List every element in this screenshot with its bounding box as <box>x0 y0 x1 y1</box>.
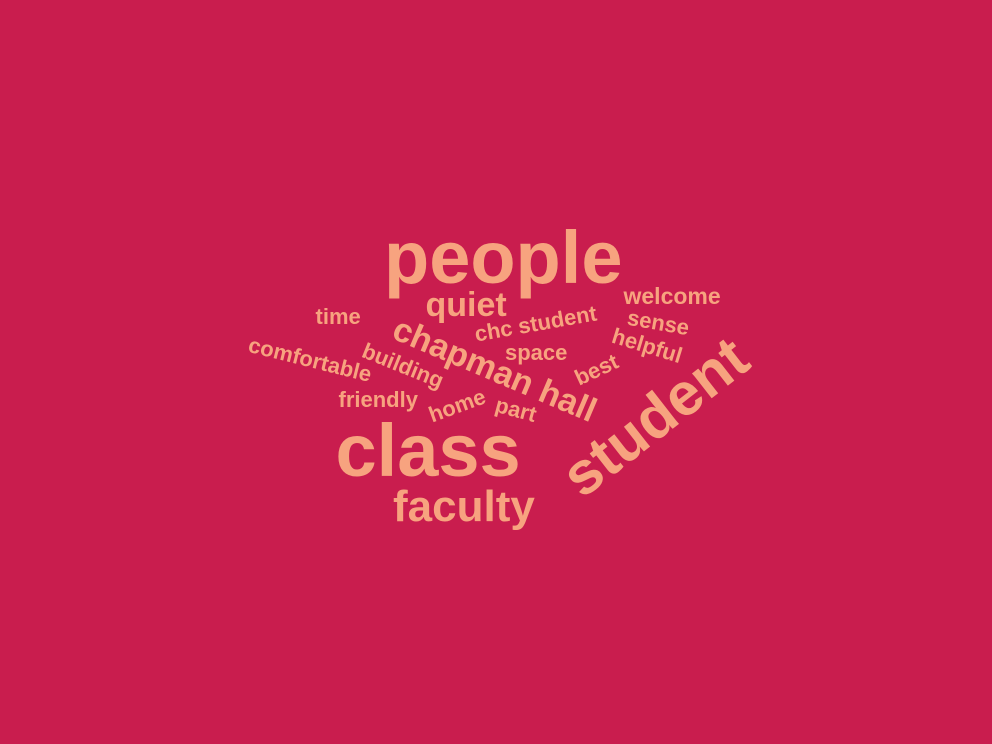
word-welcome: welcome <box>623 282 721 309</box>
word-friendly: friendly <box>338 387 418 412</box>
word-people: people <box>384 216 623 299</box>
word-faculty: faculty <box>393 482 535 531</box>
word-time: time <box>315 304 361 329</box>
word-best: best <box>570 348 622 391</box>
word-class: class <box>335 409 521 492</box>
word-space: space <box>505 340 568 365</box>
word-comfortable: comfortable <box>245 332 375 387</box>
word-quiet: quiet <box>425 286 507 324</box>
